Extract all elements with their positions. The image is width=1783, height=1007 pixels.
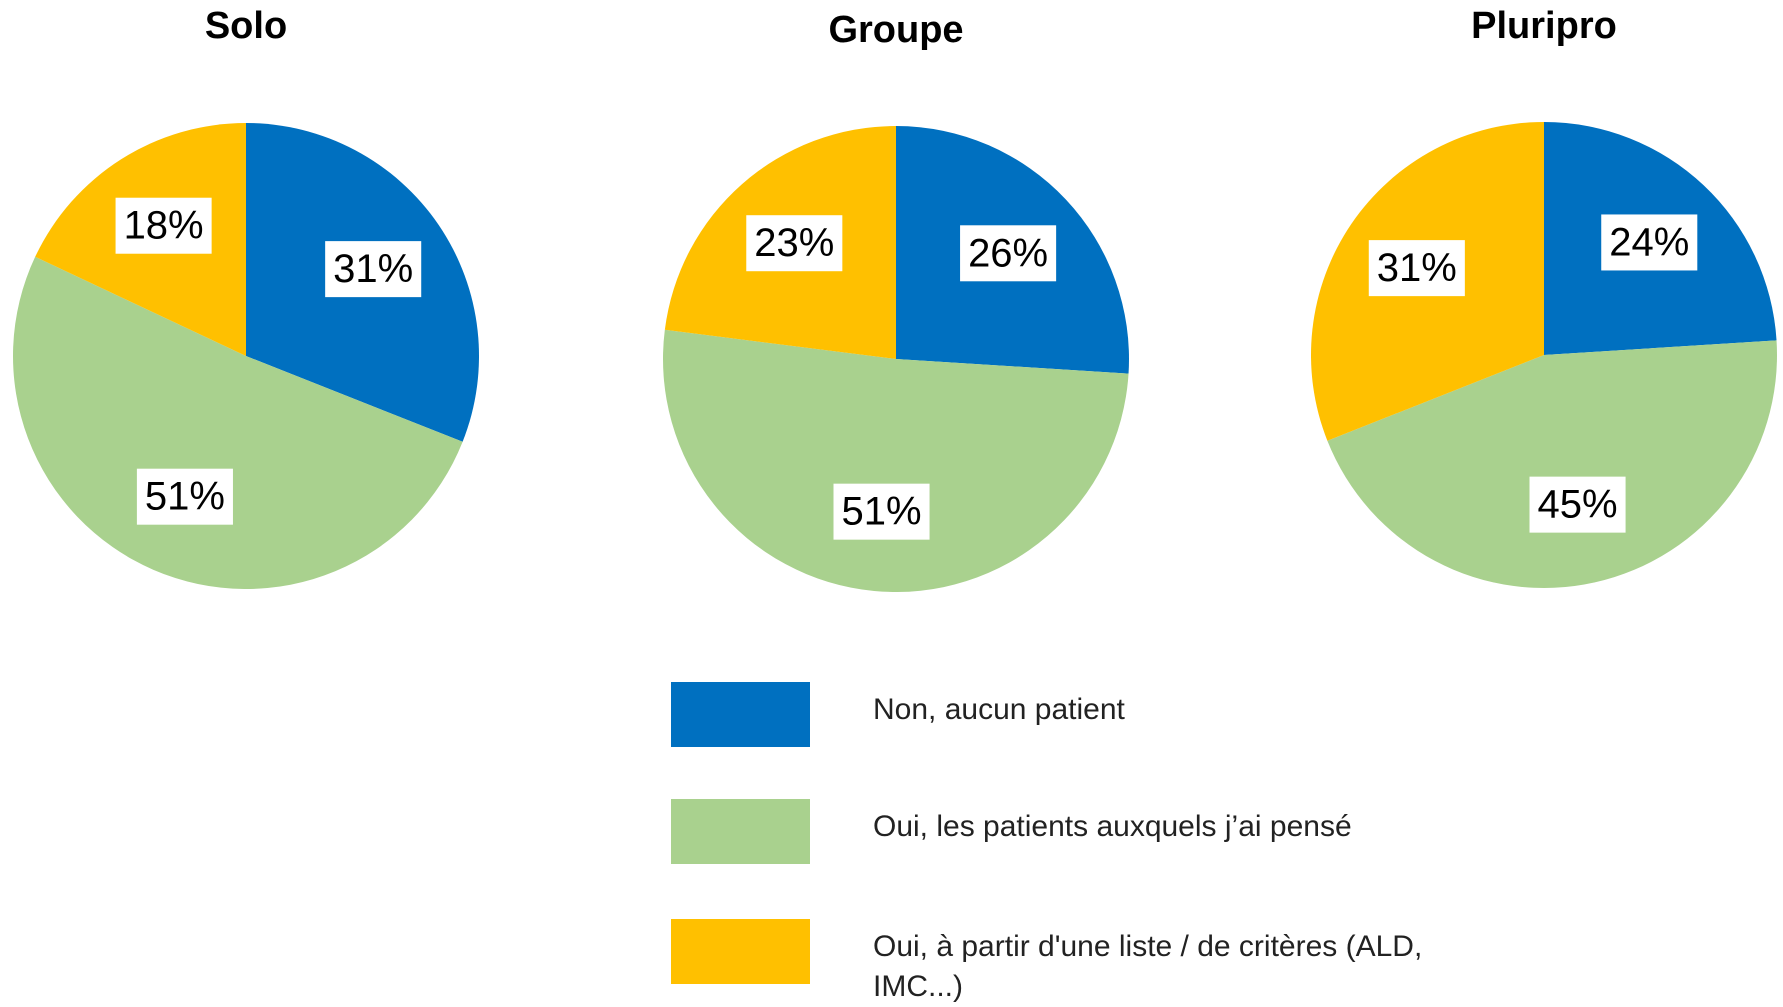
legend-label: Oui, les patients auxquels j’ai pensé [873,810,1352,843]
value-label: 31% [333,247,413,291]
legend-swatch [671,799,810,864]
pie-slice [1327,340,1777,589]
value-label: 18% [124,204,204,248]
pie-slice [12,256,463,590]
legend-label: Non, aucun patient [873,693,1125,726]
legend-swatch [671,919,810,984]
chart-title: Pluripro [1471,5,1617,47]
value-label-box [746,215,843,272]
value-label-box [136,468,233,525]
value-label: 51% [145,475,225,519]
value-label-box [833,483,930,540]
value-label: 45% [1538,483,1618,527]
value-label: 24% [1609,220,1689,264]
value-label: 26% [968,231,1048,275]
value-label-box [1601,214,1698,271]
chart-title: Solo [205,5,287,47]
value-label-box [1529,476,1626,533]
value-label: 31% [1377,246,1457,290]
chart-title: Groupe [828,9,963,51]
legend-swatch [671,682,810,747]
pie-slice [663,329,1129,592]
value-label: 51% [841,490,921,534]
value-label: 23% [754,221,834,265]
value-label-box [325,241,422,298]
value-label-box [960,225,1057,282]
legend-label: Oui, à partir d'une liste / de critères … [873,930,1423,1003]
value-label-box [1368,240,1465,297]
value-label-box [115,197,212,254]
